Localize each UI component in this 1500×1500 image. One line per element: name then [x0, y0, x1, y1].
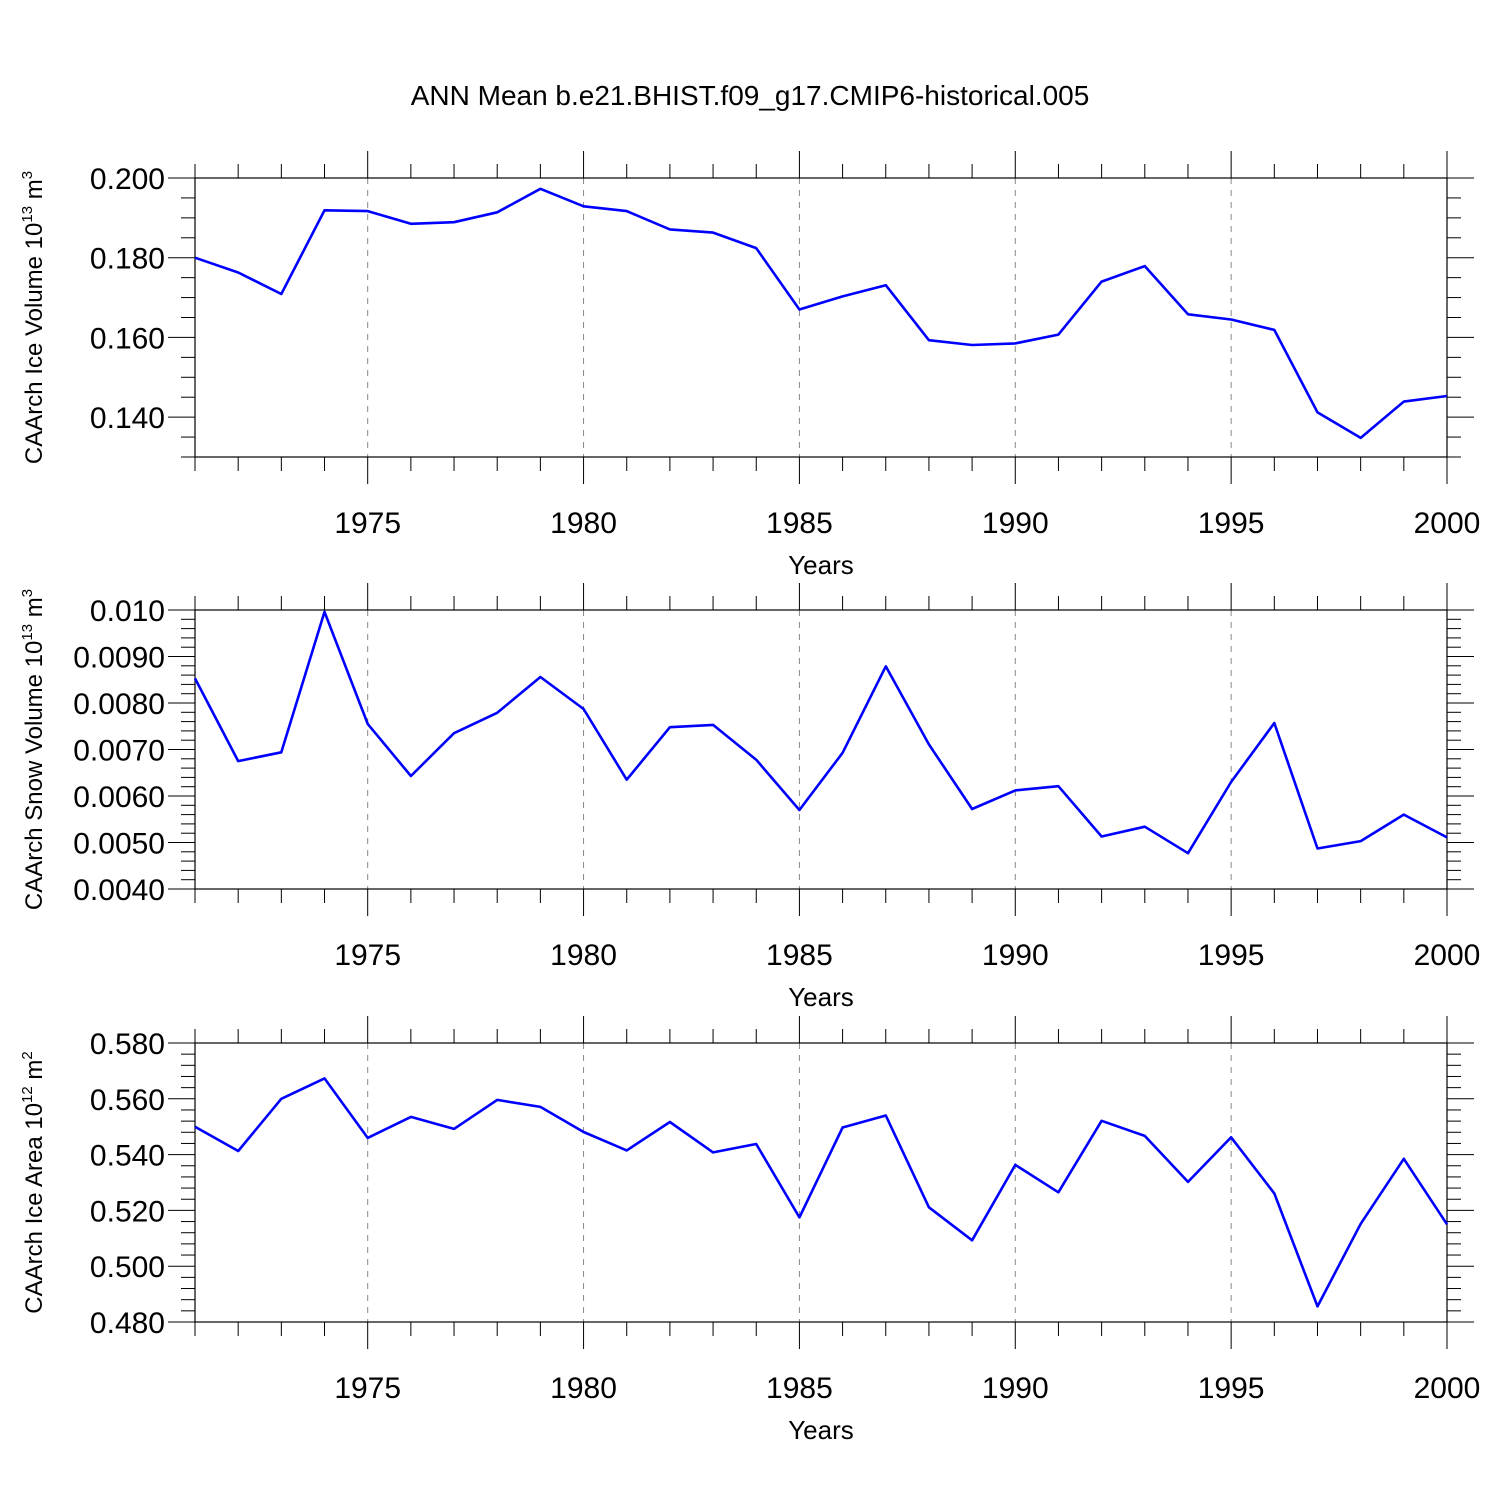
chart-1-xlabel: Years: [788, 982, 854, 1012]
chart-2-ytick-label: 0.580: [90, 1028, 165, 1061]
chart-1-xtick-label: 1985: [766, 939, 833, 972]
chart-1-ylabel-unit-exp: 3: [19, 589, 36, 597]
chart-1-ylabel-main: CAArch Snow Volume 10: [21, 641, 48, 910]
chart-1-xtick-label: 1995: [1198, 939, 1265, 972]
chart-0-ylabel-main: CAArch Ice Volume 10: [21, 223, 48, 464]
chart-0-xtick-label: 1995: [1198, 507, 1265, 540]
chart-0-xtick-label: 1980: [550, 507, 617, 540]
chart-0-ytick-label: 0.160: [90, 322, 165, 355]
chart-2-xtick-label: 1995: [1198, 1372, 1265, 1405]
chart-1-ylabel: CAArch Snow Volume 1013 m3: [19, 589, 48, 910]
panel-snow-volume: 0.0040 0.0050 0.0060 0.0070 0.0080 0.0090 0.01…: [19, 583, 1480, 1012]
chart-2-ytick-label: 0.520: [90, 1195, 165, 1228]
chart-2-ytick-label: 0.540: [90, 1140, 165, 1173]
chart-1-ytick-label: 0.0050: [73, 828, 165, 861]
chart-0-ylabel-exp: 13: [19, 206, 36, 223]
chart-2-ytick-label: 0.500: [90, 1251, 165, 1284]
chart-0-xtick-label: 1990: [982, 507, 1049, 540]
chart-2-xtick-label: 1980: [550, 1372, 617, 1405]
chart-2-series-line: [194, 1077, 1449, 1308]
chart-2-ylabel-main: CAArch Ice Area 10: [21, 1103, 48, 1314]
chart-2-ytick-label: 0.480: [90, 1307, 165, 1340]
chart-2-ylabel-unit-exp: 2: [19, 1051, 36, 1059]
panel-ice-volume: 0.140 0.160 0.180 0.200 1975 1980 1985 1990 1995…: [19, 151, 1480, 580]
chart-0-ylabel: CAArch Ice Volume 1013 m3: [19, 171, 48, 464]
chart-0-ytick-label: 0.200: [90, 163, 165, 196]
chart-1-ylabel-exp: 13: [19, 624, 36, 641]
chart-1-xtick-label: 1975: [334, 939, 401, 972]
chart-1-ytick-label: 0.0040: [73, 874, 165, 907]
chart-1-ytick-label: 0.0070: [73, 735, 165, 768]
chart-1-ytick-label: 0.0060: [73, 781, 165, 814]
chart-1-series-line: [193, 610, 1448, 855]
chart-2-ylabel-exp: 12: [19, 1086, 36, 1103]
chart-0-xtick-label: 2000: [1414, 507, 1481, 540]
figure-title: ANN Mean b.e21.BHIST.f09_g17.CMIP6-histo…: [411, 80, 1090, 111]
chart-1-ytick-label: 0.010: [90, 595, 165, 628]
chart-1-ytick-label: 0.0080: [73, 688, 165, 721]
chart-0-plot-frame: [194, 177, 1448, 458]
chart-2-plot-frame: [194, 1042, 1448, 1323]
chart-2-xtick-label: 1975: [334, 1372, 401, 1405]
chart-1-ytick-label: 0.0090: [73, 642, 165, 675]
panel-ice-area: 0.480 0.500 0.520 0.540 0.560 0.580 1975 1980 19…: [19, 1016, 1480, 1445]
chart-1-plot-frame: [194, 609, 1448, 890]
chart-2-xtick-label: 1990: [982, 1372, 1049, 1405]
chart-1-xtick-label: 1980: [550, 939, 617, 972]
chart-2-ylabel: CAArch Ice Area 1012 m2: [19, 1051, 48, 1313]
chart-0-xlabel: Years: [788, 550, 854, 580]
chart-0-xtick-label: 1985: [766, 507, 833, 540]
chart-2-ytick-label: 0.560: [90, 1084, 165, 1117]
chart-2-xtick-label: 2000: [1414, 1372, 1481, 1405]
chart-2-xlabel: Years: [788, 1415, 854, 1445]
chart-0-ylabel-unit: m: [21, 179, 48, 206]
chart-1-ylabel-unit: m: [21, 597, 48, 624]
chart-1-xtick-label: 2000: [1414, 939, 1481, 972]
chart-0-series-line: [194, 187, 1448, 440]
chart-2-xtick-label: 1985: [766, 1372, 833, 1405]
chart-0-xtick-label: 1975: [334, 507, 401, 540]
chart-2-ylabel-unit: m: [21, 1060, 48, 1087]
chart-0-ylabel-unit-exp: 3: [19, 171, 36, 179]
chart-1-xtick-label: 1990: [982, 939, 1049, 972]
chart-0-ytick-label: 0.180: [90, 243, 165, 276]
chart-0-ytick-label: 0.140: [90, 402, 165, 435]
